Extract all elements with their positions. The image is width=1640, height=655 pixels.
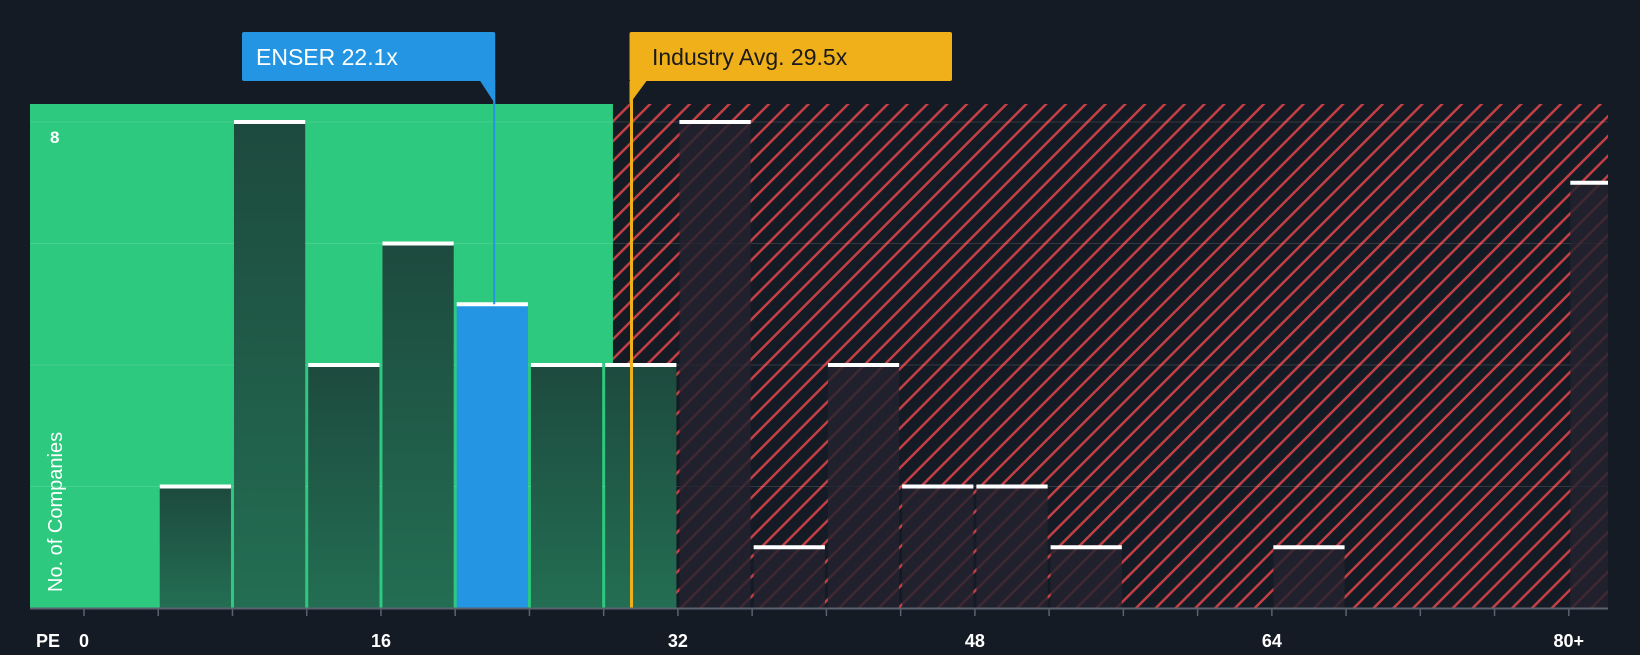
bar-cap <box>308 363 380 367</box>
x-tick-label: 48 <box>965 631 985 650</box>
histogram-bar <box>308 365 380 608</box>
histogram-bar <box>382 243 454 608</box>
bar-cap <box>1050 545 1122 550</box>
y-tick-label: 8 <box>50 128 59 147</box>
histogram-bar <box>827 365 900 608</box>
histogram-bar <box>1570 182 1608 608</box>
bar-cap <box>827 363 900 367</box>
industry-callout-box <box>629 32 952 81</box>
histogram-bar <box>605 365 677 608</box>
bar-cap <box>530 363 603 367</box>
histogram-bar <box>1050 547 1122 608</box>
x-axis-label: PE <box>36 631 60 650</box>
bar-cap <box>1570 180 1608 185</box>
x-axis: 0 16 32 48 64 80+ <box>30 607 1608 651</box>
x-tick-label: 0 <box>79 631 89 650</box>
x-tick-label: 64 <box>1262 631 1282 650</box>
bar-cap <box>159 484 231 489</box>
histogram-bars <box>159 120 1608 608</box>
x-tick-label: 80+ <box>1554 631 1585 650</box>
histogram-bar <box>1273 547 1345 608</box>
bar-cap <box>605 363 677 367</box>
expensive-zone <box>612 104 1608 608</box>
value-markers <box>480 80 647 608</box>
bar-cap <box>233 120 306 124</box>
industry-callout-label: Industry Avg. 29.5x <box>652 44 848 70</box>
bar-cap <box>976 484 1048 489</box>
histogram-bar <box>902 486 974 608</box>
company-callout-box <box>242 32 496 81</box>
histogram-bar <box>456 304 528 608</box>
company-callout-label: ENSER 22.1x <box>256 44 398 70</box>
company-callout: ENSER 22.1x <box>242 32 496 81</box>
histogram-bar <box>753 547 825 608</box>
industry-callout-pointer <box>629 81 647 104</box>
y-axis-label: No. of Companies <box>45 432 67 592</box>
bar-cap <box>679 120 751 124</box>
bar-cap <box>1273 545 1345 550</box>
histogram-bar <box>679 122 751 608</box>
histogram-bar <box>159 486 231 608</box>
industry-callout: Industry Avg. 29.5x <box>629 32 952 81</box>
bar-cap <box>902 484 974 489</box>
x-tick-label: 16 <box>371 631 391 650</box>
bar-cap <box>456 302 528 307</box>
bar-cap <box>753 545 825 550</box>
histogram-bar <box>530 365 603 608</box>
x-tick-label: 32 <box>668 631 688 650</box>
histogram-bar <box>233 122 306 608</box>
company-callout-pointer <box>480 81 496 104</box>
bar-cap <box>382 241 454 246</box>
histogram-bar <box>976 486 1048 608</box>
